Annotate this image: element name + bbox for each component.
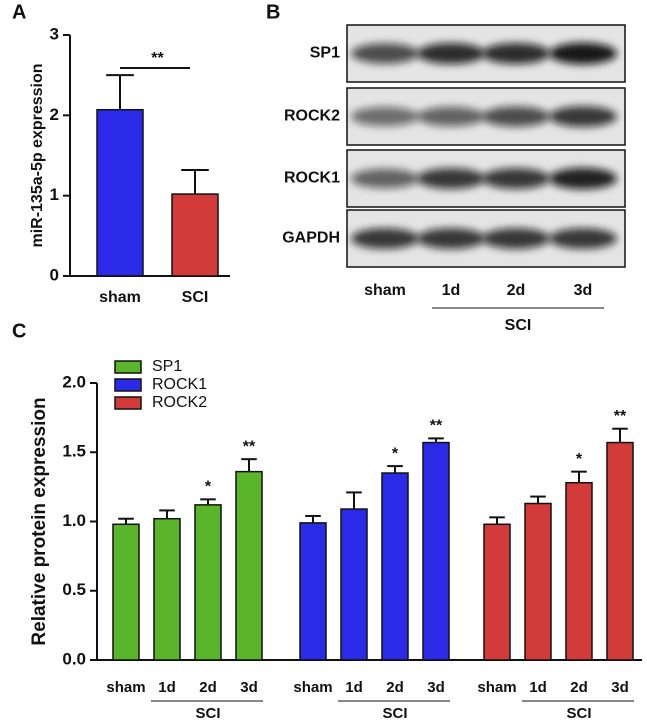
- blot-band: [417, 168, 485, 189]
- legend-swatch: [114, 396, 142, 410]
- x-tick-label: 1d: [158, 679, 176, 696]
- y-tick-label: 1.0: [62, 511, 86, 530]
- x-tick-label: 3d: [427, 679, 445, 696]
- x-tick-label: 2d: [386, 679, 404, 696]
- blot-band: [417, 106, 485, 127]
- group-label: SCI: [195, 705, 220, 722]
- y-axis-label: miR-135a-5p expression: [29, 63, 46, 247]
- bar: [96, 108, 144, 277]
- panel-label: A: [12, 1, 26, 23]
- significance: **: [151, 50, 164, 67]
- blot-row-label: ROCK1: [284, 170, 340, 187]
- x-tick-label: 2d: [199, 679, 217, 696]
- blot-row-label: ROCK2: [284, 108, 340, 125]
- y-tick-label: 0.5: [62, 580, 86, 599]
- blot-band: [482, 42, 550, 65]
- x-tick-label: 1d: [345, 679, 363, 696]
- y-tick-label: 2.0: [62, 372, 86, 391]
- x-tick-label: 2d: [570, 679, 588, 696]
- blot-column-label: 2d: [507, 282, 526, 299]
- blot-band: [417, 42, 485, 65]
- x-tick-label: sham: [106, 679, 145, 696]
- blot-band: [549, 42, 617, 65]
- blot-band: [351, 168, 419, 189]
- y-tick-label: 1.5: [62, 442, 86, 461]
- legend-swatch: [114, 378, 142, 392]
- x-tick-label: sham: [477, 679, 516, 696]
- blot-band: [351, 43, 419, 64]
- x-tick-label: 3d: [240, 679, 258, 696]
- bar: [381, 472, 409, 661]
- blot-band: [482, 106, 550, 127]
- y-axis-label: Relative protein expression: [29, 397, 50, 645]
- legend-swatch: [114, 360, 142, 374]
- bar: [606, 441, 634, 661]
- bar: [153, 517, 181, 661]
- y-tick-label: 0.0: [62, 649, 86, 668]
- blot-column-label: 3d: [574, 282, 593, 299]
- legend-label: SP1: [152, 358, 182, 375]
- bar: [194, 504, 222, 661]
- blot-row-label: SP1: [310, 45, 340, 62]
- bar: [422, 441, 450, 661]
- panel-label: B: [266, 1, 280, 23]
- significance: **: [243, 438, 256, 455]
- blot-band: [351, 228, 419, 249]
- bar: [340, 508, 368, 661]
- blot-band: [351, 106, 419, 127]
- y-tick-label: 2: [50, 105, 59, 124]
- bar: [235, 470, 263, 661]
- legend-label: ROCK2: [152, 394, 207, 411]
- y-tick-label: 0: [50, 265, 59, 284]
- bar: [171, 193, 219, 277]
- significance: *: [205, 479, 212, 496]
- blot-band: [482, 168, 550, 189]
- x-tick-label: sham: [99, 289, 141, 306]
- legend-label: ROCK1: [152, 376, 207, 393]
- bar: [524, 502, 552, 661]
- significance: **: [614, 408, 627, 425]
- blot-column-label: sham: [364, 282, 406, 299]
- blot-column-label: 1d: [442, 282, 461, 299]
- group-label: SCI: [382, 705, 407, 722]
- bar: [565, 481, 593, 661]
- bar: [112, 523, 140, 661]
- blot-band: [482, 228, 550, 249]
- x-tick-label: sham: [293, 679, 332, 696]
- bar: [299, 522, 327, 661]
- y-tick-label: 1: [50, 185, 59, 204]
- x-tick-label: 1d: [529, 679, 547, 696]
- significance: **: [430, 418, 443, 435]
- x-tick-label: SCI: [182, 289, 209, 306]
- bar: [483, 523, 511, 661]
- blot-band: [549, 106, 617, 127]
- y-tick-label: 3: [50, 24, 59, 43]
- blot-band: [417, 228, 485, 249]
- blot-band: [549, 228, 617, 249]
- group-label: SCI: [505, 317, 532, 334]
- panel-label: C: [12, 320, 26, 342]
- group-label: SCI: [566, 705, 591, 722]
- significance: *: [392, 445, 399, 462]
- blot-band: [549, 167, 617, 190]
- significance: *: [576, 451, 583, 468]
- blot-row-label: GAPDH: [282, 230, 340, 247]
- x-tick-label: 3d: [611, 679, 629, 696]
